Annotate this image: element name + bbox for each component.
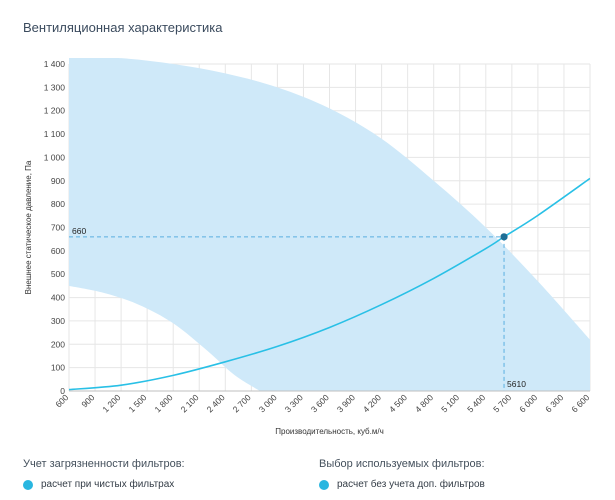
x-tick-label: 600 <box>53 392 70 409</box>
y-tick-label: 0 <box>60 386 65 396</box>
x-tick-label: 6 600 <box>569 392 591 414</box>
filter-contamination-title: Учет загрязненности фильтров: <box>23 458 185 470</box>
x-tick-label: 3 600 <box>309 392 331 414</box>
x-tick-label: 2 700 <box>231 392 253 414</box>
filter-selection-option-label: расчет без учета доп. фильтров <box>337 479 485 490</box>
x-tick-label: 4 800 <box>413 392 435 414</box>
y-tick-label: 700 <box>51 223 65 233</box>
x-tick-label: 900 <box>79 392 96 409</box>
x-tick-label: 2 100 <box>179 392 201 414</box>
ventilation-chart: 660 5610 0 100 200 300 400 500 600 700 800 900 1 000… <box>24 58 592 436</box>
ventilation-chart-svg: 660 5610 0 100 200 300 400 500 600 700 800 900 1 000… <box>24 58 592 436</box>
y-tick-label: 1 300 <box>44 82 66 92</box>
y-tick-label: 300 <box>51 316 65 326</box>
y-tick-label: 200 <box>51 339 65 349</box>
y-tick-label: 1 200 <box>44 106 66 116</box>
filters-panel: Учет загрязненности фильтров: расчет при… <box>0 458 615 500</box>
y-tick-label: 1 000 <box>44 152 66 162</box>
filter-selection-option[interactable]: расчет без учета доп. фильтров <box>319 479 485 490</box>
x-tick-label: 4 500 <box>387 392 409 414</box>
y-tick-label: 100 <box>51 363 65 373</box>
x-tick-label: 1 200 <box>100 392 122 414</box>
y-tick-label: 1 400 <box>44 59 66 69</box>
y-tick-label: 900 <box>51 176 65 186</box>
x-tick-label: 1 500 <box>126 392 148 414</box>
x-tick-label: 6 000 <box>517 392 539 414</box>
x-tick-label: 6 300 <box>543 392 565 414</box>
operating-point[interactable] <box>500 233 508 241</box>
section-title: Вентиляционная характеристика <box>23 20 223 35</box>
operating-point-x-label: 5610 <box>507 379 526 389</box>
filter-contamination-option[interactable]: расчет при чистых фильтрах <box>23 479 185 490</box>
y-tick-label: 400 <box>51 293 65 303</box>
y-tick-label: 600 <box>51 246 65 256</box>
y-tick-label: 500 <box>51 269 65 279</box>
x-tick-label: 5 400 <box>465 392 487 414</box>
x-tick-label: 5 100 <box>439 392 461 414</box>
operating-point-y-label: 660 <box>72 226 86 236</box>
x-tick-label: 1 800 <box>152 392 174 414</box>
y-axis-title: Внешнее статическое давление, Па <box>24 160 33 294</box>
radio-selected-icon[interactable] <box>319 479 329 490</box>
x-tick-label: 3 000 <box>257 392 279 414</box>
x-tick-label: 4 200 <box>361 392 383 414</box>
x-tick-label: 2 400 <box>205 392 227 414</box>
x-tick-label: 5 700 <box>491 392 513 414</box>
operating-range-area <box>69 58 590 391</box>
filter-selection-group: Выбор используемых фильтров: расчет без … <box>319 458 485 490</box>
y-tick-label: 1 100 <box>44 129 66 139</box>
filter-contamination-group: Учет загрязненности фильтров: расчет при… <box>23 458 185 490</box>
filter-selection-title: Выбор используемых фильтров: <box>319 458 485 470</box>
filter-contamination-option-label: расчет при чистых фильтрах <box>41 479 175 490</box>
x-tick-label: 3 900 <box>335 392 357 414</box>
x-tick-label: 3 300 <box>283 392 305 414</box>
y-tick-label: 800 <box>51 199 65 209</box>
radio-selected-icon[interactable] <box>23 479 33 490</box>
x-axis-title: Производительность, куб.м/ч <box>275 427 383 436</box>
